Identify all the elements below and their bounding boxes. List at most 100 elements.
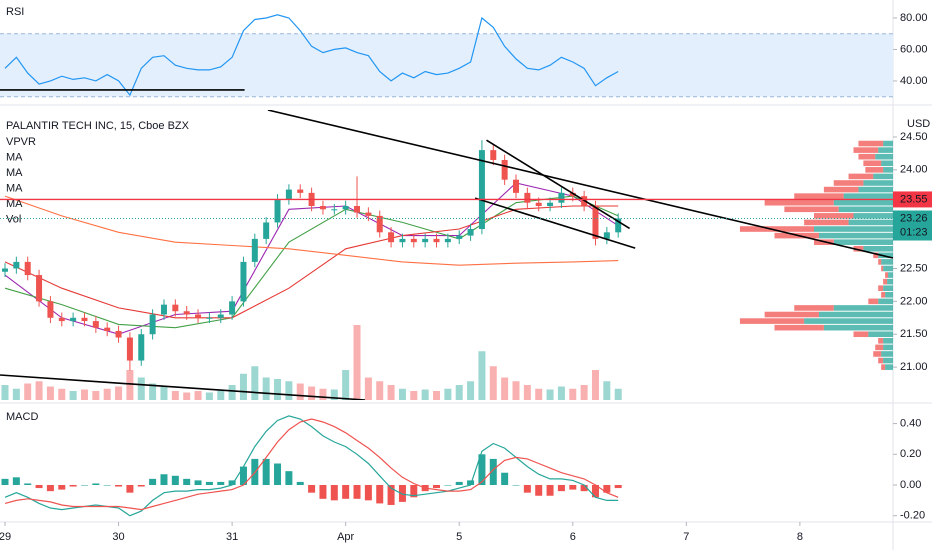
volume-bar [467, 381, 475, 400]
candle-body [24, 261, 31, 276]
countdown-label: 01:23 [900, 226, 928, 238]
candle-body [467, 229, 474, 236]
macd-histogram-bar [489, 458, 497, 485]
vpvr-up [814, 226, 893, 232]
vpvr-up [863, 180, 893, 186]
candle-body [615, 218, 622, 233]
candle-body [36, 275, 43, 302]
vpvr-up [873, 173, 893, 180]
indicator-label: MA [6, 151, 23, 163]
macd-histogram-bar [398, 484, 406, 502]
macd-histogram-bar [296, 481, 304, 485]
volume-bar [194, 391, 202, 400]
macd-histogram-bar [149, 478, 157, 485]
volume-bar [251, 366, 259, 400]
volume-bar [523, 385, 531, 400]
macd-histogram-bar [478, 454, 486, 485]
candle-body [13, 261, 20, 269]
volume-bar [535, 388, 543, 400]
vpvr-up [881, 351, 893, 357]
vpvr-up [868, 331, 893, 338]
vpvr-down [878, 285, 884, 292]
vpvr-down [833, 180, 864, 186]
candle-body [365, 212, 372, 216]
volume-bar [398, 388, 406, 400]
trendline [474, 197, 636, 249]
candle-body [217, 314, 224, 318]
candle-body [603, 232, 610, 239]
macd-histogram-bar [92, 483, 100, 485]
macd-histogram-bar [171, 475, 179, 485]
x-tick-label: 6 [570, 531, 576, 543]
vpvr-up [833, 239, 893, 245]
volume-bar [433, 391, 441, 400]
volume-bar [580, 385, 588, 400]
macd-histogram-bar [444, 484, 452, 486]
volume-bar [80, 389, 88, 400]
y-tick-label: 0.20 [900, 448, 921, 460]
candle-body [251, 238, 258, 262]
vpvr-down [858, 140, 884, 147]
candle-body [285, 189, 292, 200]
vpvr-down [878, 259, 882, 265]
volume-bar [1, 385, 9, 400]
macd-histogram-bar [580, 484, 588, 492]
indicator-label: MA [6, 167, 23, 179]
volume-bar [46, 386, 54, 400]
y-tick-label: 24.50 [900, 131, 928, 143]
candle-body [70, 317, 77, 322]
candle-body [183, 311, 190, 315]
macd-histogram-bar [69, 484, 77, 487]
macd-histogram-bar [433, 484, 441, 489]
candle-body [297, 189, 304, 193]
vpvr-down [885, 272, 889, 278]
macd-histogram-bar [614, 484, 622, 489]
vpvr-up [888, 272, 893, 278]
moving-average [4, 182, 619, 335]
volume-bar [92, 391, 100, 400]
macd-histogram-bar [24, 483, 32, 485]
vpvr-down [878, 338, 884, 344]
macd-histogram-bar [410, 484, 418, 498]
volume-bar [160, 386, 168, 400]
candle-body [115, 330, 122, 338]
rsi-line [4, 14, 619, 97]
volume-bar [285, 381, 293, 400]
candle-body [126, 337, 133, 361]
candle-body [410, 238, 417, 243]
volume-bar [24, 383, 32, 400]
vpvr-down [848, 173, 874, 180]
volume-bar [308, 386, 316, 400]
macd-histogram-bar [376, 484, 384, 504]
indicator-label: Vol [6, 213, 21, 225]
x-tick-label: 5 [456, 531, 462, 543]
macd-histogram-bar [455, 481, 463, 485]
volume-bar [35, 381, 43, 400]
candle-body [331, 209, 338, 211]
vpvr-up [883, 338, 893, 344]
candle-body [399, 238, 406, 243]
macd-histogram-bar [217, 481, 225, 485]
volume-bar [353, 325, 361, 400]
vpvr-up [883, 357, 893, 364]
volume-bar [205, 392, 213, 400]
volume-bar [591, 370, 599, 400]
candle-body [422, 238, 429, 243]
vpvr-down [878, 357, 884, 364]
vpvr-down [764, 311, 819, 318]
vpvr-up [838, 206, 893, 213]
y-tick-label: 0.00 [900, 479, 921, 491]
vpvr-up [887, 278, 893, 285]
candle-body [376, 215, 383, 233]
macd-histogram-bar [535, 484, 543, 496]
macd-histogram-bar [1, 478, 9, 485]
macd-histogram-bar [12, 477, 20, 485]
volume-bar [455, 385, 463, 400]
indicator-label: VPVR [6, 136, 36, 148]
candle-body [535, 202, 542, 207]
volume-bar [410, 391, 418, 400]
volume-bar [342, 370, 350, 400]
macd-histogram-bar [103, 484, 111, 486]
y-tick-label: 21.50 [900, 328, 928, 340]
volume-bar [115, 386, 123, 400]
